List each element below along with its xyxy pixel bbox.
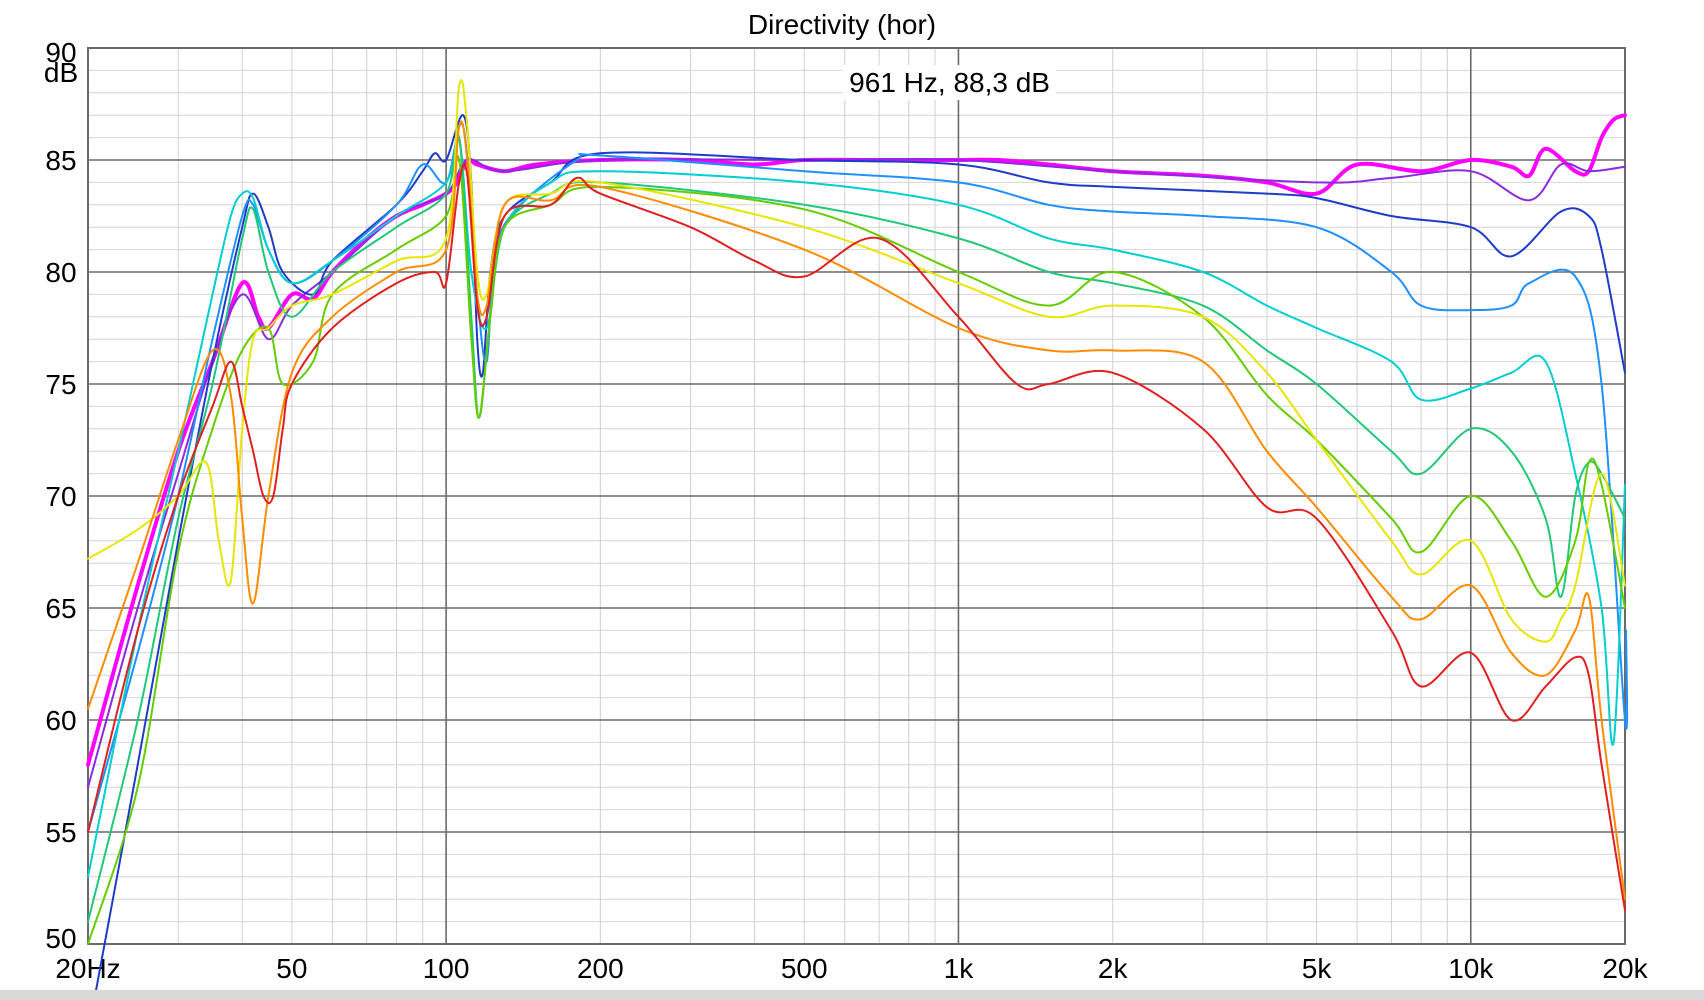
cursor-readout: 961 Hz, 88,3 dB <box>849 67 1050 98</box>
window-bottom-edge <box>0 990 1704 1000</box>
x-tick-label: 100 <box>423 953 470 984</box>
x-tick-label: 20k <box>1602 953 1648 984</box>
x-tick-label: 5k <box>1302 953 1333 984</box>
response-curve-line <box>87 79 1626 643</box>
x-tick-label: 200 <box>577 953 624 984</box>
y-tick-label: 70 <box>45 481 76 512</box>
y-tick-label: 75 <box>45 369 76 400</box>
y-tick-label: 50 <box>45 923 76 954</box>
x-tick-label: 50 <box>276 953 307 984</box>
x-tick-label: 2k <box>1098 953 1129 984</box>
chart-title: Directivity (hor) <box>748 9 936 40</box>
y-tick-label: 85 <box>45 145 76 176</box>
y-tick-label: 55 <box>45 817 76 848</box>
y-tick-label: 90 <box>45 37 76 68</box>
response-curve-line <box>87 133 1626 878</box>
response-curve-line <box>87 120 1626 901</box>
response-curve-line <box>87 155 1626 945</box>
response-curve-line <box>87 163 1626 912</box>
x-axis-ticks: 20Hz 50 100 200 500 1k 2k 5k 10k 20k <box>55 953 1648 984</box>
x-tick-label: 500 <box>781 953 828 984</box>
y-tick-label: 80 <box>45 257 76 288</box>
cursor-readout-background <box>843 65 1056 101</box>
response-curve-line <box>93 114 1626 1000</box>
y-axis-ticks: 90 85 80 75 70 65 60 55 50 <box>45 37 76 954</box>
x-tick-label: 10k <box>1448 953 1494 984</box>
response-curves <box>86 79 1629 1000</box>
response-curve-line <box>87 122 1629 833</box>
y-axis-unit-label: dB <box>44 57 78 88</box>
y-tick-label: 65 <box>45 593 76 624</box>
x-tick-label: 20Hz <box>55 953 120 984</box>
y-tick-label: 60 <box>45 705 76 736</box>
x-tick-label: 1k <box>944 953 975 984</box>
